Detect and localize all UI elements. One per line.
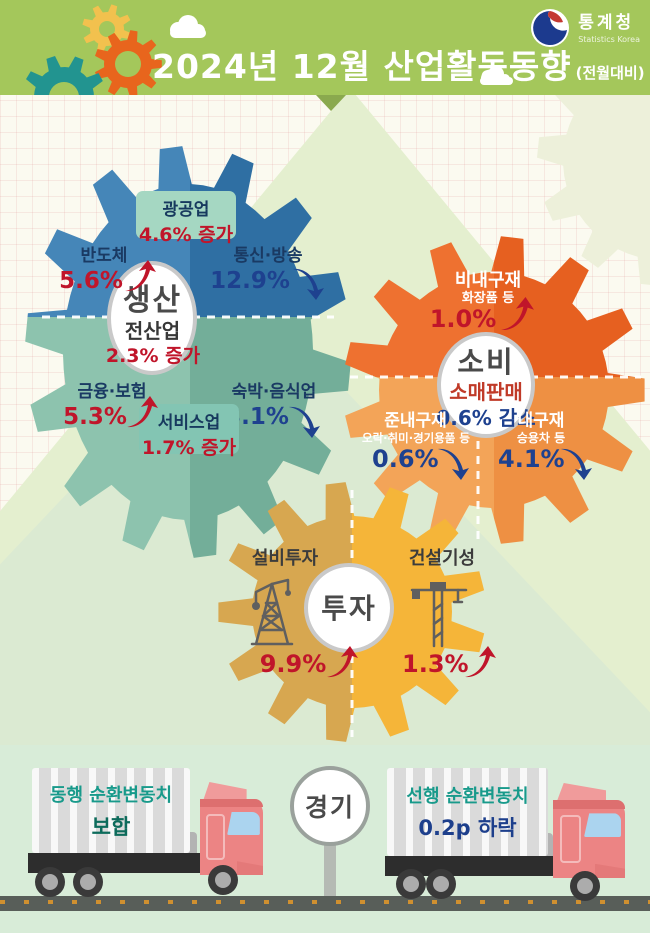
facility-value: 9.9% [259,650,327,678]
down-arrow-icon [289,406,320,438]
leading-index-value: 0.2p 하락 [418,816,517,840]
coincident-index-value: 보합 [91,814,131,839]
economy-sign: 경기 [290,766,370,846]
mining-box: 광공업 4.6% 증가 [136,191,236,246]
page-subtitle: (전월대비) [575,64,645,82]
semiconductor-label: 반도체 [80,246,128,266]
taegeuk-logo-icon [531,9,570,47]
up-arrow-icon [501,297,534,331]
nondurable-label: 비내구재 [454,270,522,291]
cab-window [227,811,260,835]
leading-index-label: 선행 순환변동치 [406,786,529,807]
nondurable-sublabel: 화장품 등 [461,291,515,306]
up-arrow-icon [125,260,156,292]
facility-label: 설비투자 [251,548,319,569]
sign-pole [324,844,336,900]
production-value: 2.3% 증가 [105,345,201,367]
cab-body [553,800,625,878]
lodging-label: 숙박·음식업 [231,382,317,402]
small-yellow-gear [82,4,132,54]
truck-wheel [73,867,103,897]
investment-title: 투자 [321,592,377,625]
mining-label: 광공업 [162,200,210,220]
power-derrick-icon [250,578,294,646]
durable-value: 4.1% [498,445,565,473]
cloud-icon [170,15,206,38]
header-decorations [26,4,513,95]
semidurable-label: 준내구재 [384,411,447,431]
truck-wheel [426,869,456,899]
truck-cargo-box: 동행 순환변동치 보합 [32,768,190,853]
nondurable-value: 1.0% [429,305,497,333]
agency-name: 통계청 [578,13,635,33]
cab-stripe [200,798,263,808]
up-arrow-icon [465,646,496,678]
agency-logo: 통계청 Statistics Korea [530,8,640,48]
cab-stripe [553,800,625,809]
finance-label: 금융·보험 [77,382,147,402]
cab-body [200,798,263,875]
truck-wheel [396,869,426,899]
investment-gear [218,482,485,742]
orange-gear-decoration [95,30,162,95]
durable-label: 내구재 [517,411,565,431]
durable-sublabel: 승용차 등 [516,431,566,445]
cloud-icon [480,66,513,85]
road-markings [0,900,650,904]
truck-wheel [208,865,238,895]
semidurable-sublabel: 오락·취미·경기용품 등 [362,431,470,445]
cab-door [560,815,582,863]
leading-truck: 선행 순환변동치 0.2p 하락 [383,763,633,908]
consumption-subtitle: 소매판매 [449,380,523,404]
semidurable-value: 0.6% [372,445,439,473]
ghost-gear-decoration [537,41,650,285]
cab-window [583,813,622,838]
construction-label: 건설기성 [408,548,476,569]
construction-value: 1.3% [402,650,469,678]
telecom-label: 통신·방송 [233,246,303,266]
header-banner: 2024년 12월 산업활동동향 (전월대비) 통계청 Statistics K… [0,0,650,95]
truck-wheel [35,867,65,897]
truck-cab [200,782,263,875]
mining-value: 4.6% 증가 [138,224,234,246]
page-title: 2024년 12월 산업활동동향 [152,47,572,86]
agency-name-en: Statistics Korea [578,35,640,44]
telecom-value: 12.9% [210,268,290,294]
economy-sign-label: 경기 [304,793,355,822]
services-value: 1.7% 증가 [141,437,237,459]
consumption-title: 소비 [457,345,515,379]
down-arrow-icon [438,448,469,480]
up-arrow-icon [327,646,358,678]
header-notch [316,95,346,111]
finance-value: 5.3% [63,404,127,430]
truck-chassis [28,853,204,873]
truck-cargo-box: 선행 순환변동치 0.2p 하락 [387,768,548,856]
cab-door [206,813,226,861]
coincident-truck: 동행 순환변동치 보합 [28,766,268,906]
production-subtitle: 전산업 [124,319,181,343]
teal-gear-decoration [26,56,103,95]
consumption-hub [437,332,535,438]
truck-cab [553,783,625,878]
up-arrow-icon [127,396,158,428]
services-label: 서비스업 [157,413,221,433]
consumption-value: 0.6% 감소 [436,406,536,430]
truck-wheel [570,871,600,901]
down-arrow-icon [561,448,592,480]
coincident-index-label: 동행 순환변동치 [49,784,173,806]
tower-crane-icon [410,582,468,648]
semiconductor-value: 5.6% [59,268,123,294]
down-arrow-icon [293,268,324,300]
services-box: 서비스업 1.7% 증가 [139,404,239,459]
